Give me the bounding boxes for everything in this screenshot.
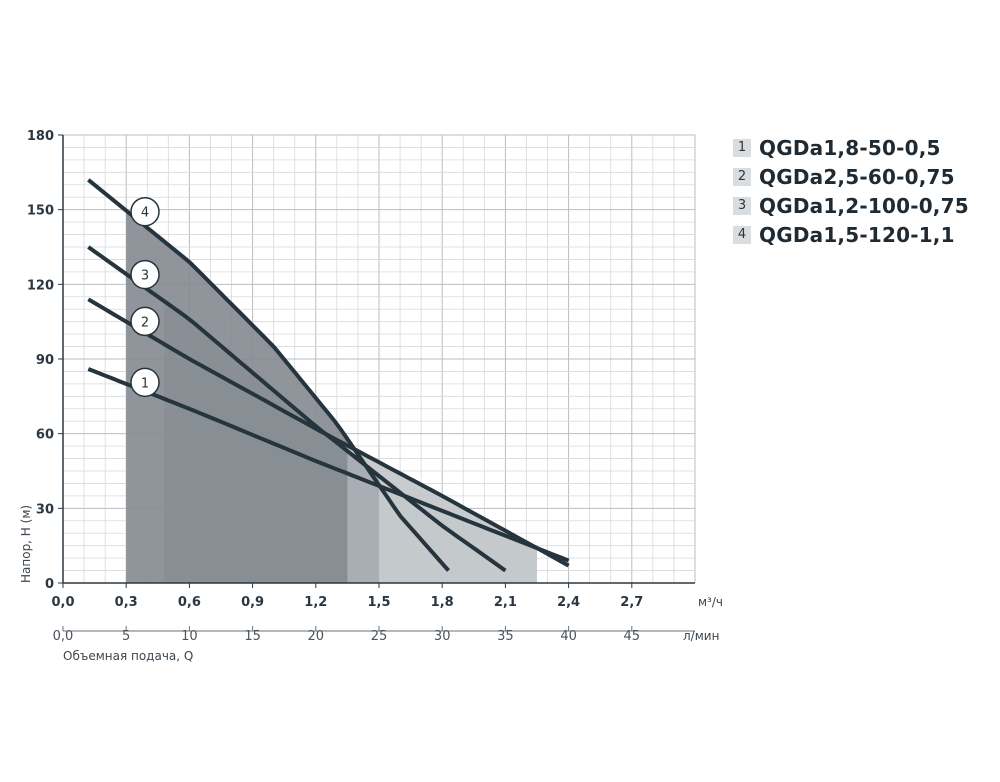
curve-marker-label: 1 [141,376,149,391]
x2-tick-label: 40 [560,629,577,644]
y-tick-label: 180 [27,129,54,144]
x-tick-label: 0,0 [51,595,74,610]
curve-marker-2 [130,306,160,337]
x2-tick-label: 20 [308,629,325,644]
x2-tick-label: 5 [122,629,130,644]
work-range-area-4 [126,210,348,583]
curve-marker-4 [130,196,160,227]
y-tick-label: 150 [27,204,54,219]
legend-number: 3 [733,196,751,215]
x-unit-label: м³/ч [698,595,723,609]
x-tick-label: 2,1 [494,595,517,610]
legend-item-1: 1 QGDa1,8-50-0,5 [733,133,969,162]
x2-tick-label: 10 [181,629,198,644]
legend-number: 2 [733,167,751,186]
x-tick-label: 2,4 [557,595,580,610]
y-tick-label: 120 [27,278,54,293]
legend-number: 4 [733,225,751,244]
x-tick-label: 0,9 [241,595,264,610]
y-tick-label: 60 [36,428,54,443]
legend-item-2: 2 QGDa2,5-60-0,75 [733,162,969,191]
curve-1 [87,367,570,563]
x2-tick-label: 45 [624,629,641,644]
legend-label: QGDa1,8-50-0,5 [759,135,941,160]
curve-marker-3 [130,259,160,290]
legend-label: QGDa1,5-120-1,1 [759,222,955,247]
x-tick-label: 1,8 [431,595,454,610]
y-tick-label: 90 [36,353,54,368]
x2-unit-label: л/мин [683,629,719,643]
legend-item-3: 3 QGDa1,2-100-0,75 [733,191,969,220]
legend: 1 QGDa1,8-50-0,5 2 QGDa2,5-60-0,75 3 QGD… [733,133,969,249]
y-axis-title: Напор, Н (м) [19,505,33,583]
legend-label: QGDa1,2-100-0,75 [759,193,969,218]
curve-4 [87,178,450,572]
x2-tick-label: 15 [244,629,261,644]
x-tick-label: 2,7 [620,595,643,610]
legend-number: 1 [733,138,751,157]
curve-3 [87,245,507,573]
x-tick-label: 1,5 [367,595,390,610]
x-axis-title: Объемная подача, Q [63,649,193,663]
x-tick-label: 0,6 [178,595,201,610]
legend-label: QGDa2,5-60-0,75 [759,164,955,189]
legend-item-4: 4 QGDa1,5-120-1,1 [733,220,969,249]
y-tick-label: 30 [36,502,54,517]
x2-tick-label: 35 [497,629,514,644]
y-tick-label: 0 [45,577,54,592]
curve-marker-1 [130,367,160,398]
curve-marker-label: 3 [141,269,149,284]
x2-tick-label: 25 [371,629,388,644]
x-tick-label: 1,2 [304,595,327,610]
curves [87,178,570,573]
x-tick-label: 0,3 [115,595,138,610]
x2-tick-label: 30 [434,629,451,644]
x2-tick-label: 0,0 [53,629,74,644]
curve-marker-label: 2 [141,315,149,330]
curve-marker-label: 4 [141,206,149,221]
